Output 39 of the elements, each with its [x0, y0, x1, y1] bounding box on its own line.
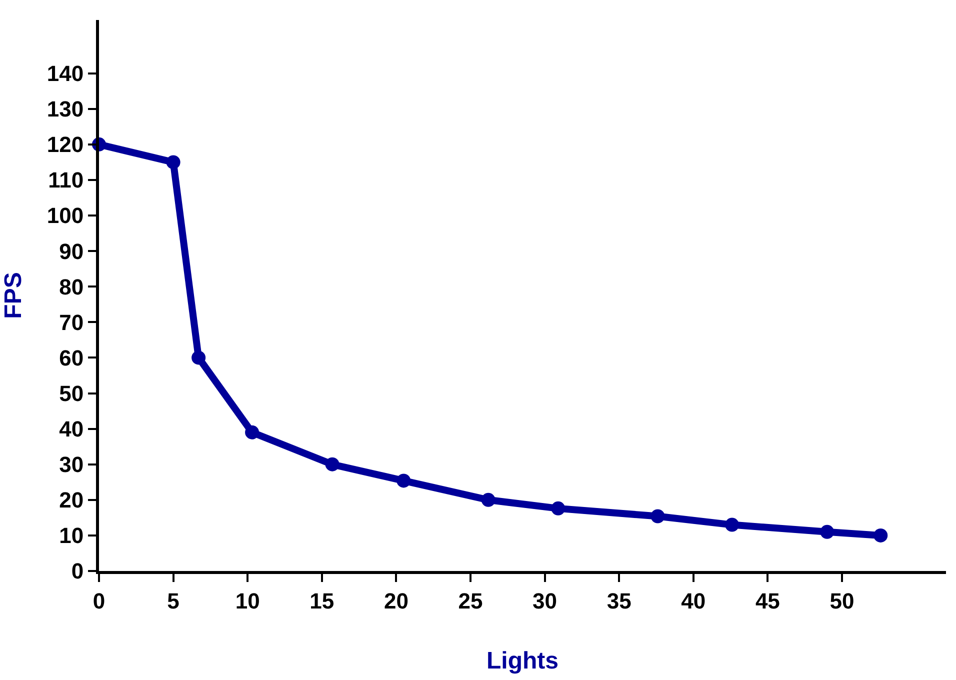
point [396, 474, 411, 488]
y-tick-label: 60 [59, 345, 84, 370]
point [192, 350, 206, 365]
x-axis-title: Lights [486, 648, 558, 675]
y-axis-title: FPS [0, 272, 27, 319]
x-tick-label: 40 [681, 588, 706, 614]
y-tick-label: 30 [59, 452, 84, 478]
y-tick-label: 50 [59, 380, 84, 406]
x-tick-label: 20 [384, 588, 408, 614]
x-tick-label: 15 [310, 588, 334, 614]
y-tick-label: 70 [59, 310, 84, 335]
y-tick-label: 90 [59, 238, 84, 264]
y-tick-label: 120 [46, 132, 84, 158]
x-tick-label: 30 [532, 588, 558, 614]
x-tick-label: 25 [458, 588, 483, 614]
x-tick-label: 50 [830, 588, 854, 614]
point [725, 518, 740, 532]
point [820, 524, 834, 539]
y-tick-label: 130 [46, 96, 84, 122]
point [166, 155, 180, 170]
y-tick-label: 20 [59, 488, 84, 513]
y-tick-label: 10 [59, 523, 84, 548]
point [874, 528, 888, 542]
y-tick-label: 110 [48, 168, 84, 193]
x-tick-label: 5 [167, 588, 180, 614]
y-tick-label: 0 [71, 558, 84, 584]
x-tick-label: 45 [755, 588, 780, 614]
point [325, 457, 340, 472]
point [650, 509, 665, 524]
y-tick-label: 140 [46, 61, 84, 86]
point [245, 425, 260, 440]
x-tick-label: 35 [606, 588, 632, 614]
point [551, 501, 566, 516]
y-tick-label: 100 [46, 203, 84, 228]
y-tick-label: 40 [59, 416, 84, 442]
x-tick-label: 10 [235, 588, 260, 614]
x-tick-label: 0 [92, 588, 106, 614]
y-tick-label: 80 [59, 274, 84, 300]
point [481, 492, 496, 507]
